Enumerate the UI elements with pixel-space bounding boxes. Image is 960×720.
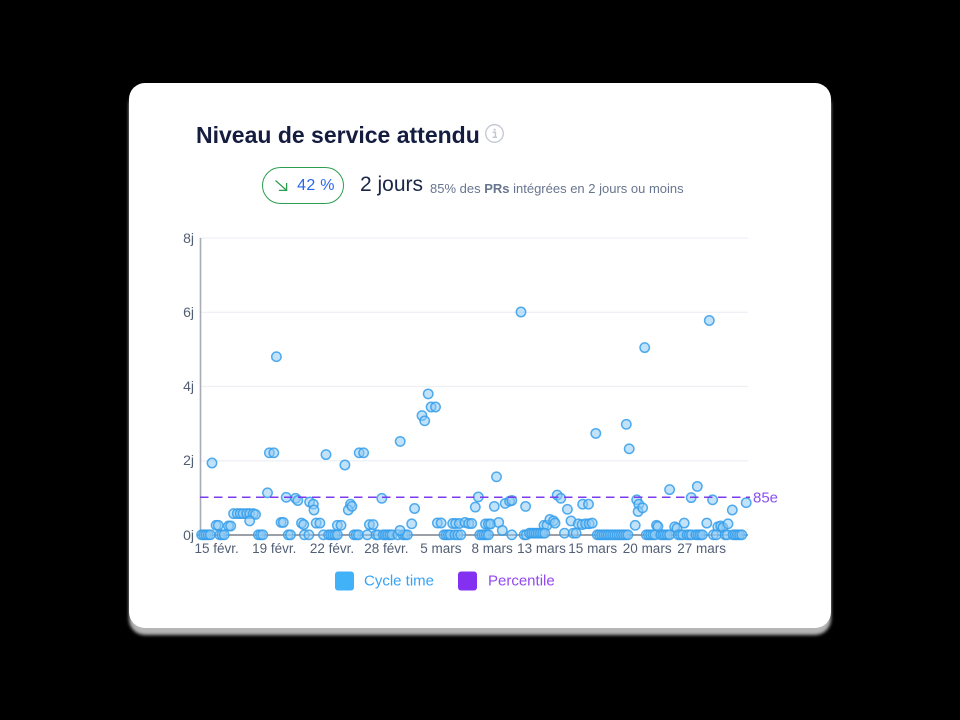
svg-text:8 mars: 8 mars: [471, 541, 513, 556]
svg-text:19 févr.: 19 févr.: [252, 541, 296, 556]
svg-text:22 févr.: 22 févr.: [310, 541, 354, 556]
svg-text:5 mars: 5 mars: [420, 541, 462, 556]
svg-text:Cycle time: Cycle time: [364, 573, 434, 590]
svg-text:6j: 6j: [183, 304, 194, 320]
svg-text:15 mars: 15 mars: [568, 541, 617, 556]
svg-text:Percentile: Percentile: [488, 573, 555, 590]
svg-text:28 févr.: 28 févr.: [364, 541, 408, 556]
svg-text:2j: 2j: [183, 452, 194, 468]
svg-text:13 mars: 13 mars: [517, 541, 566, 556]
svg-text:15 févr.: 15 févr.: [194, 541, 238, 556]
svg-text:0j: 0j: [183, 527, 194, 543]
svg-text:8j: 8j: [183, 230, 194, 246]
svg-text:85e: 85e: [753, 490, 778, 507]
svg-text:27 mars: 27 mars: [677, 541, 726, 556]
svg-text:4j: 4j: [183, 378, 194, 394]
svg-text:20 mars: 20 mars: [623, 541, 672, 556]
